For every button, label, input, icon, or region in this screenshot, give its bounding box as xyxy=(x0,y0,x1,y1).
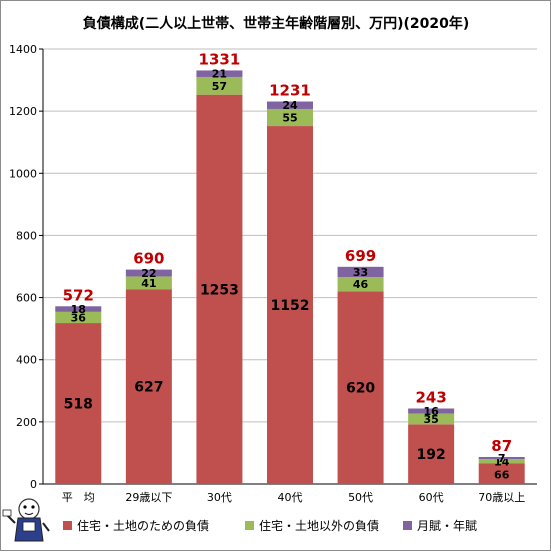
y-tick-label: 200 xyxy=(16,416,37,429)
data-label: 22 xyxy=(141,267,156,280)
total-label: 699 xyxy=(345,247,376,265)
data-label: 1152 xyxy=(271,298,310,314)
legend-label: 住宅・土地のための負債 xyxy=(77,518,209,533)
data-label: 192 xyxy=(417,447,446,463)
data-label: 518 xyxy=(64,397,93,413)
x-tick-label: 50代 xyxy=(348,491,373,504)
bar-segment xyxy=(408,408,455,414)
y-axis: 0 200 400 600 800 1000 1200 1400 xyxy=(9,43,44,491)
bars: 5183618572627412269012535721133111525524… xyxy=(55,50,525,485)
bar-segment xyxy=(478,463,525,484)
bar-segment xyxy=(408,424,455,484)
bar-segment xyxy=(478,459,525,464)
bar-segment xyxy=(478,456,525,460)
data-label: 1253 xyxy=(200,282,239,298)
bar-segment xyxy=(337,266,384,278)
bar-segment xyxy=(55,311,102,324)
bar-segment xyxy=(267,126,313,485)
bar-segment xyxy=(196,70,243,77)
x-tick-label: 29歳以下 xyxy=(125,491,172,504)
data-label: 33 xyxy=(353,266,368,279)
bar-segment xyxy=(408,413,455,425)
data-label: 55 xyxy=(282,112,297,125)
bar-segment xyxy=(196,94,243,485)
y-tick-label: 0 xyxy=(30,478,37,491)
bar-segment xyxy=(125,276,172,290)
x-tick-label: 40代 xyxy=(278,491,303,504)
legend-label: 月賦・年賦 xyxy=(417,519,477,533)
bar-segment xyxy=(125,289,172,484)
data-label: 36 xyxy=(71,311,87,324)
data-label: 21 xyxy=(212,68,227,81)
total-label: 1331 xyxy=(199,50,241,68)
legend-swatch xyxy=(403,521,412,530)
y-tick-label: 600 xyxy=(16,292,37,305)
bar-segment xyxy=(125,269,172,277)
x-tick-label: 平 均 xyxy=(62,491,95,504)
chart-title: 負債構成(二人以上世帯、世帯主年齢階層別、万円)(2020年) xyxy=(83,15,470,32)
total-label: 1231 xyxy=(269,82,311,100)
data-label: 41 xyxy=(141,277,156,290)
data-label: 627 xyxy=(134,380,163,396)
x-tick-label: 30代 xyxy=(207,491,232,504)
y-tick-label: 1400 xyxy=(9,43,37,56)
data-label: 46 xyxy=(353,278,369,291)
y-tick-label: 400 xyxy=(16,354,37,367)
data-label: 57 xyxy=(212,80,227,93)
legend-swatch xyxy=(63,521,72,530)
y-tick-label: 1200 xyxy=(9,105,37,118)
bar-segment xyxy=(267,108,313,127)
legend: 住宅・土地のための負債 住宅・土地以外の負債 月賦・年賦 xyxy=(63,518,477,533)
legend-label: 住宅・土地以外の負債 xyxy=(259,518,379,533)
total-label: 243 xyxy=(415,388,446,406)
bar-segment xyxy=(267,101,313,109)
data-label: 24 xyxy=(282,99,298,112)
y-tick-label: 800 xyxy=(16,229,37,242)
legend-swatch xyxy=(245,521,254,530)
total-label: 572 xyxy=(63,286,94,304)
data-label: 16 xyxy=(423,405,439,418)
data-label: 35 xyxy=(423,413,438,426)
bar-segment xyxy=(55,323,102,484)
x-tick-label: 60代 xyxy=(419,491,444,504)
data-label: 620 xyxy=(346,381,375,397)
x-axis: 平 均 29歳以下 30代 40代 50代 60代 70歳以上 xyxy=(62,491,525,504)
bar-segment xyxy=(196,76,243,95)
y-tick-label: 1000 xyxy=(9,167,37,180)
bar-segment xyxy=(337,291,384,484)
mascot-illustration xyxy=(2,498,50,542)
data-label: 7 xyxy=(498,452,506,465)
data-label: 18 xyxy=(71,303,86,316)
data-label: 66 xyxy=(494,469,510,482)
total-label: 87 xyxy=(491,437,512,455)
bar-segment xyxy=(55,306,102,312)
bar-segment xyxy=(337,277,384,292)
x-tick-label: 70歳以上 xyxy=(478,491,525,504)
total-label: 690 xyxy=(133,250,164,268)
